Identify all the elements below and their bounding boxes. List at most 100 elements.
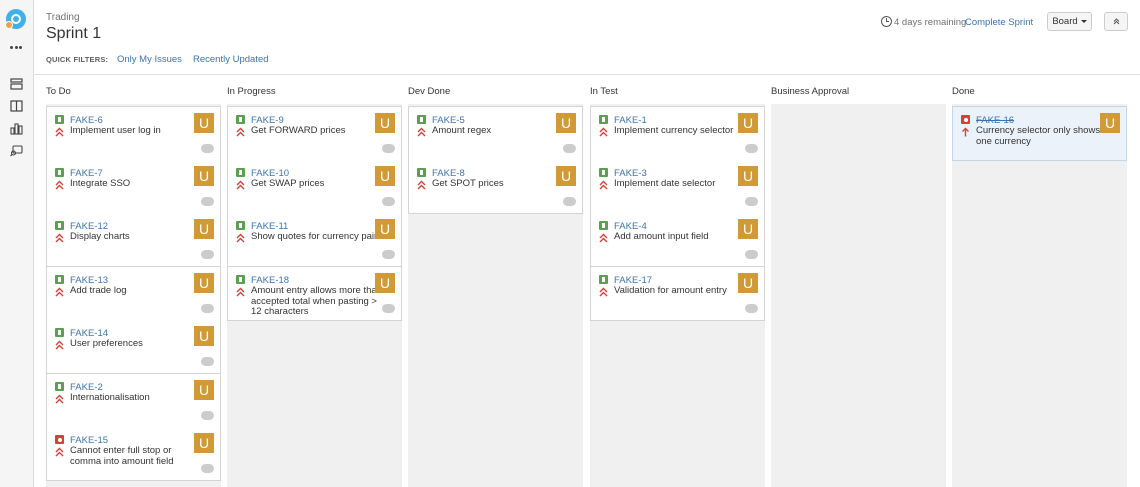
issue-key-link[interactable]: FAKE-16 (976, 115, 1015, 126)
issue-key-link[interactable]: FAKE-12 (70, 221, 109, 232)
issue-summary: Get SWAP prices (251, 178, 325, 189)
story-icon (236, 115, 245, 124)
issue-key-link[interactable]: FAKE-4 (614, 221, 647, 232)
estimate-badge (563, 144, 576, 153)
assignee-avatar[interactable]: U (375, 166, 395, 186)
issue-card[interactable]: FAKE-4 Add amount input field U (590, 213, 765, 267)
issue-key-link[interactable]: FAKE-2 (70, 382, 103, 393)
priority-highest-icon (236, 233, 245, 243)
issue-card[interactable]: FAKE-16 Currency selector only shows one … (952, 106, 1127, 161)
issue-key-link[interactable]: FAKE-18 (251, 275, 290, 286)
issue-key-link[interactable]: FAKE-6 (70, 115, 103, 126)
issue-key-link[interactable]: FAKE-8 (432, 168, 465, 179)
issue-card[interactable]: FAKE-6 Implement user log in U (46, 106, 221, 161)
estimate-badge (745, 197, 758, 206)
estimate-badge (201, 197, 214, 206)
issue-key-link[interactable]: FAKE-10 (251, 168, 290, 179)
assignee-avatar[interactable]: U (1100, 113, 1120, 133)
assignee-avatar[interactable]: U (194, 113, 214, 133)
assignee-avatar[interactable]: U (194, 326, 214, 346)
issue-card[interactable]: FAKE-9 Get FORWARD prices U (227, 106, 402, 161)
issue-key-link[interactable]: FAKE-3 (614, 168, 647, 179)
column-header-business-approval: Business Approval (771, 86, 850, 97)
active-sprint-icon[interactable] (6, 97, 27, 115)
issue-card[interactable]: FAKE-8 Get SPOT prices U (408, 160, 583, 214)
app-logo-icon[interactable] (5, 9, 26, 29)
assignee-avatar[interactable]: U (375, 273, 395, 293)
assignee-avatar[interactable]: U (194, 380, 214, 400)
story-icon (55, 168, 64, 177)
issue-card[interactable]: FAKE-5 Amount regex U (408, 106, 583, 161)
filter-recently-updated[interactable]: Recently Updated (193, 54, 269, 65)
issue-card[interactable]: FAKE-10 Get SWAP prices U (227, 160, 402, 214)
project-name[interactable]: Trading (46, 12, 80, 23)
estimate-badge (563, 197, 576, 206)
reports-icon[interactable] (10, 123, 23, 135)
issue-summary: Add amount input field (614, 231, 709, 242)
issue-card[interactable]: FAKE-3 Implement date selector U (590, 160, 765, 214)
estimate-badge (201, 304, 214, 313)
column-header-dev-done: Dev Done (408, 86, 451, 97)
issue-card[interactable]: FAKE-11 Show quotes for currency pairs U (227, 213, 402, 267)
backlog-icon[interactable] (10, 78, 23, 90)
priority-highest-icon (55, 287, 64, 297)
assignee-avatar[interactable]: U (738, 166, 758, 186)
issue-card[interactable]: FAKE-15 Cannot enter full stop or comma i… (46, 427, 221, 481)
filter-only-my-issues[interactable]: Only My Issues (117, 54, 182, 65)
estimate-badge (201, 250, 214, 259)
issue-key-link[interactable]: FAKE-15 (70, 435, 109, 446)
issue-card[interactable]: FAKE-12 Display charts U (46, 213, 221, 267)
issue-summary: Implement date selector (614, 178, 716, 189)
assignee-avatar[interactable]: U (194, 273, 214, 293)
issue-key-link[interactable]: FAKE-5 (432, 115, 465, 126)
issue-key-link[interactable]: FAKE-17 (614, 275, 653, 286)
issue-card[interactable]: FAKE-1 Implement currency selector U (590, 106, 765, 161)
column-to-do: FAKE-6 Implement user log in U FAKE-7 Integr… (46, 104, 221, 487)
assignee-avatar[interactable]: U (556, 113, 576, 133)
assignee-avatar[interactable]: U (194, 219, 214, 239)
issue-summary: Validation for amount entry (614, 285, 727, 296)
assignee-avatar[interactable]: U (738, 273, 758, 293)
issue-card[interactable]: FAKE-13 Add trade log U (46, 267, 221, 321)
issue-card[interactable]: FAKE-7 Integrate SSO U (46, 160, 221, 214)
assignee-avatar[interactable]: U (194, 166, 214, 186)
collapse-header-button[interactable] (1104, 12, 1128, 31)
estimate-badge (745, 250, 758, 259)
issue-card[interactable]: FAKE-17 Validation for amount entry U (590, 267, 765, 321)
priority-highest-icon (599, 287, 608, 297)
assignee-avatar[interactable]: U (375, 113, 395, 133)
complete-sprint-link[interactable]: Complete Sprint (965, 17, 1034, 28)
priority-highest-icon (599, 127, 608, 137)
column-business-approval (771, 104, 946, 487)
assignee-avatar[interactable]: U (738, 219, 758, 239)
assignee-avatar[interactable]: U (738, 113, 758, 133)
priority-highest-icon (55, 394, 64, 404)
priority-highest-icon (236, 180, 245, 190)
issue-summary: User preferences (70, 338, 143, 349)
assignee-avatar[interactable]: U (556, 166, 576, 186)
issues-search-icon[interactable] (10, 145, 23, 157)
assignee-avatar[interactable]: U (375, 219, 395, 239)
issue-summary: Display charts (70, 231, 130, 242)
issue-summary: Show quotes for currency pairs (251, 231, 382, 242)
issue-key-link[interactable]: FAKE-14 (70, 328, 109, 339)
issue-card[interactable]: FAKE-14 User preferences U (46, 320, 221, 374)
issue-card[interactable]: FAKE-18 Amount entry allows more than acc… (227, 267, 402, 321)
issue-key-link[interactable]: FAKE-9 (251, 115, 284, 126)
story-icon (55, 221, 64, 230)
story-icon (55, 275, 64, 284)
issue-key-link[interactable]: FAKE-7 (70, 168, 103, 179)
column-in-test: FAKE-1 Implement currency selector U FAKE-3… (590, 104, 765, 487)
estimate-badge (201, 357, 214, 366)
issue-card[interactable]: FAKE-2 Internationalisation U (46, 374, 221, 428)
issue-key-link[interactable]: FAKE-1 (614, 115, 647, 126)
issue-key-link[interactable]: FAKE-13 (70, 275, 109, 286)
board-dropdown-button[interactable]: Board (1047, 12, 1092, 31)
more-icon[interactable] (10, 41, 24, 49)
issue-summary: Amount regex (432, 125, 492, 136)
estimate-badge (745, 144, 758, 153)
story-icon (55, 382, 64, 391)
assignee-avatar[interactable]: U (194, 433, 214, 453)
estimate-badge (201, 411, 214, 420)
issue-key-link[interactable]: FAKE-11 (251, 221, 289, 232)
